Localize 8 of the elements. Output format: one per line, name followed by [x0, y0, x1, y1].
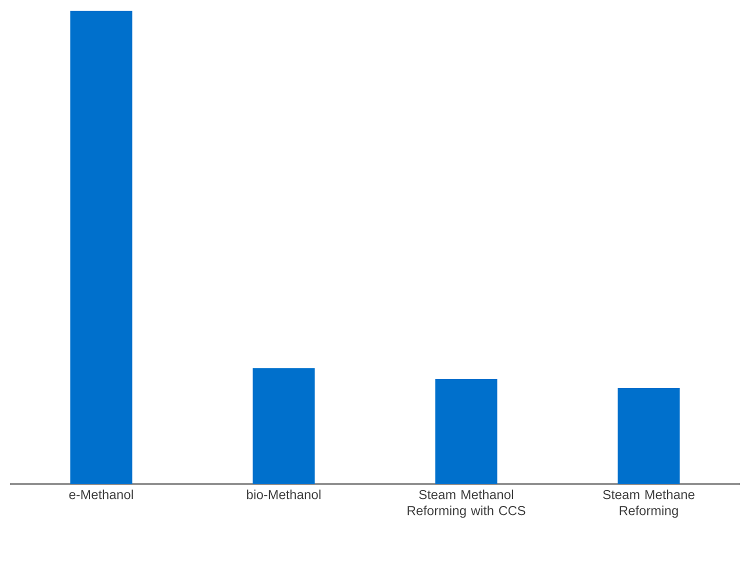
- x-tick-label: bio-Methanol: [247, 490, 320, 500]
- x-tick-label: Steam Methanol Reforming with CCS: [408, 490, 526, 518]
- bar: [435, 378, 498, 484]
- bar: [70, 10, 132, 484]
- x-tick-label: e-Methanol: [69, 490, 133, 500]
- x-tick-label: Steam Methane Reforming: [603, 490, 694, 518]
- bar: [252, 368, 315, 484]
- bar: [618, 388, 680, 484]
